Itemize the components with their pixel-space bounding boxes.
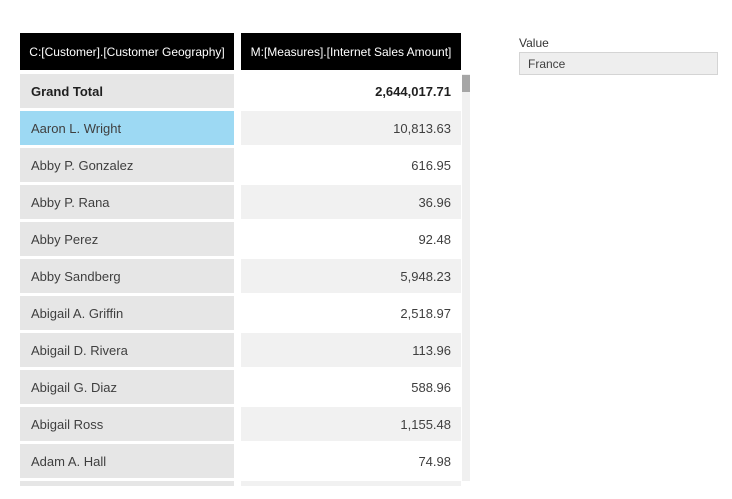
table-rows: Grand Total 2,644,017.71 Aaron L. Wright… <box>20 74 470 478</box>
sales-amount-cell[interactable] <box>241 481 461 486</box>
table-row: Abby Sandberg 5,948.23 <box>20 259 470 293</box>
value-input[interactable] <box>519 52 718 75</box>
table-row: Abigail G. Diaz 588.96 <box>20 370 470 404</box>
sales-amount-cell[interactable]: 74.98 <box>241 444 461 478</box>
customer-name-cell[interactable]: Abby Sandberg <box>20 259 234 293</box>
table-row: Abby P. Gonzalez 616.95 <box>20 148 470 182</box>
customer-name-cell[interactable]: Abigail Ross <box>20 407 234 441</box>
sales-amount-cell[interactable]: 10,813.63 <box>241 111 461 145</box>
sales-amount-cell[interactable]: 5,948.23 <box>241 259 461 293</box>
table-row-partial <box>20 481 470 486</box>
column-header-internet-sales-amount[interactable]: M:[Measures].[Internet Sales Amount] <box>241 33 461 70</box>
vertical-scrollbar[interactable] <box>462 74 470 481</box>
column-header-customer-geography[interactable]: C:[Customer].[Customer Geography] <box>20 33 234 70</box>
value-label: Value <box>519 36 549 50</box>
table-row: Grand Total 2,644,017.71 <box>20 74 470 108</box>
table-row: Abby Perez 92.48 <box>20 222 470 256</box>
customer-name-cell[interactable] <box>20 481 234 486</box>
table-header-row: C:[Customer].[Customer Geography] M:[Mea… <box>20 33 470 70</box>
sales-amount-cell[interactable]: 2,644,017.71 <box>241 74 461 108</box>
table-row: Abigail Ross 1,155.48 <box>20 407 470 441</box>
table-row: Aaron L. Wright 10,813.63 <box>20 111 470 145</box>
customer-name-cell[interactable]: Grand Total <box>20 74 234 108</box>
pivot-table: C:[Customer].[Customer Geography] M:[Mea… <box>20 33 470 486</box>
sales-amount-cell[interactable]: 36.96 <box>241 185 461 219</box>
scrollbar-thumb[interactable] <box>462 75 470 92</box>
sales-amount-cell[interactable]: 1,155.48 <box>241 407 461 441</box>
sales-amount-cell[interactable]: 92.48 <box>241 222 461 256</box>
customer-name-cell[interactable]: Adam A. Hall <box>20 444 234 478</box>
customer-name-cell[interactable]: Aaron L. Wright <box>20 111 234 145</box>
table-row: Abigail D. Rivera 113.96 <box>20 333 470 367</box>
customer-name-cell[interactable]: Abigail G. Diaz <box>20 370 234 404</box>
table-row: Abby P. Rana 36.96 <box>20 185 470 219</box>
customer-name-cell[interactable]: Abby Perez <box>20 222 234 256</box>
sales-amount-cell[interactable]: 616.95 <box>241 148 461 182</box>
sales-amount-cell[interactable]: 113.96 <box>241 333 461 367</box>
customer-name-cell[interactable]: Abby P. Rana <box>20 185 234 219</box>
customer-name-cell[interactable]: Abby P. Gonzalez <box>20 148 234 182</box>
sales-amount-cell[interactable]: 588.96 <box>241 370 461 404</box>
table-row: Abigail A. Griffin 2,518.97 <box>20 296 470 330</box>
customer-name-cell[interactable]: Abigail D. Rivera <box>20 333 234 367</box>
customer-name-cell[interactable]: Abigail A. Griffin <box>20 296 234 330</box>
sales-amount-cell[interactable]: 2,518.97 <box>241 296 461 330</box>
table-row: Adam A. Hall 74.98 <box>20 444 470 478</box>
